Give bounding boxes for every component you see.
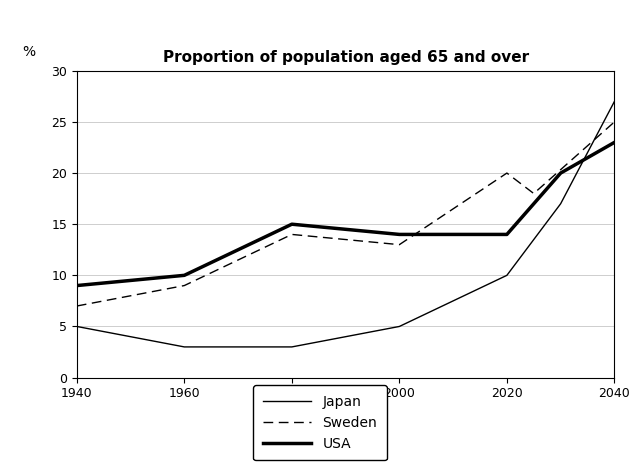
X-axis label: Year: Year	[330, 406, 362, 421]
Title: Proportion of population aged 65 and over: Proportion of population aged 65 and ove…	[163, 51, 529, 66]
Text: %: %	[22, 44, 35, 59]
Legend: Japan, Sweden, USA: Japan, Sweden, USA	[253, 385, 387, 460]
